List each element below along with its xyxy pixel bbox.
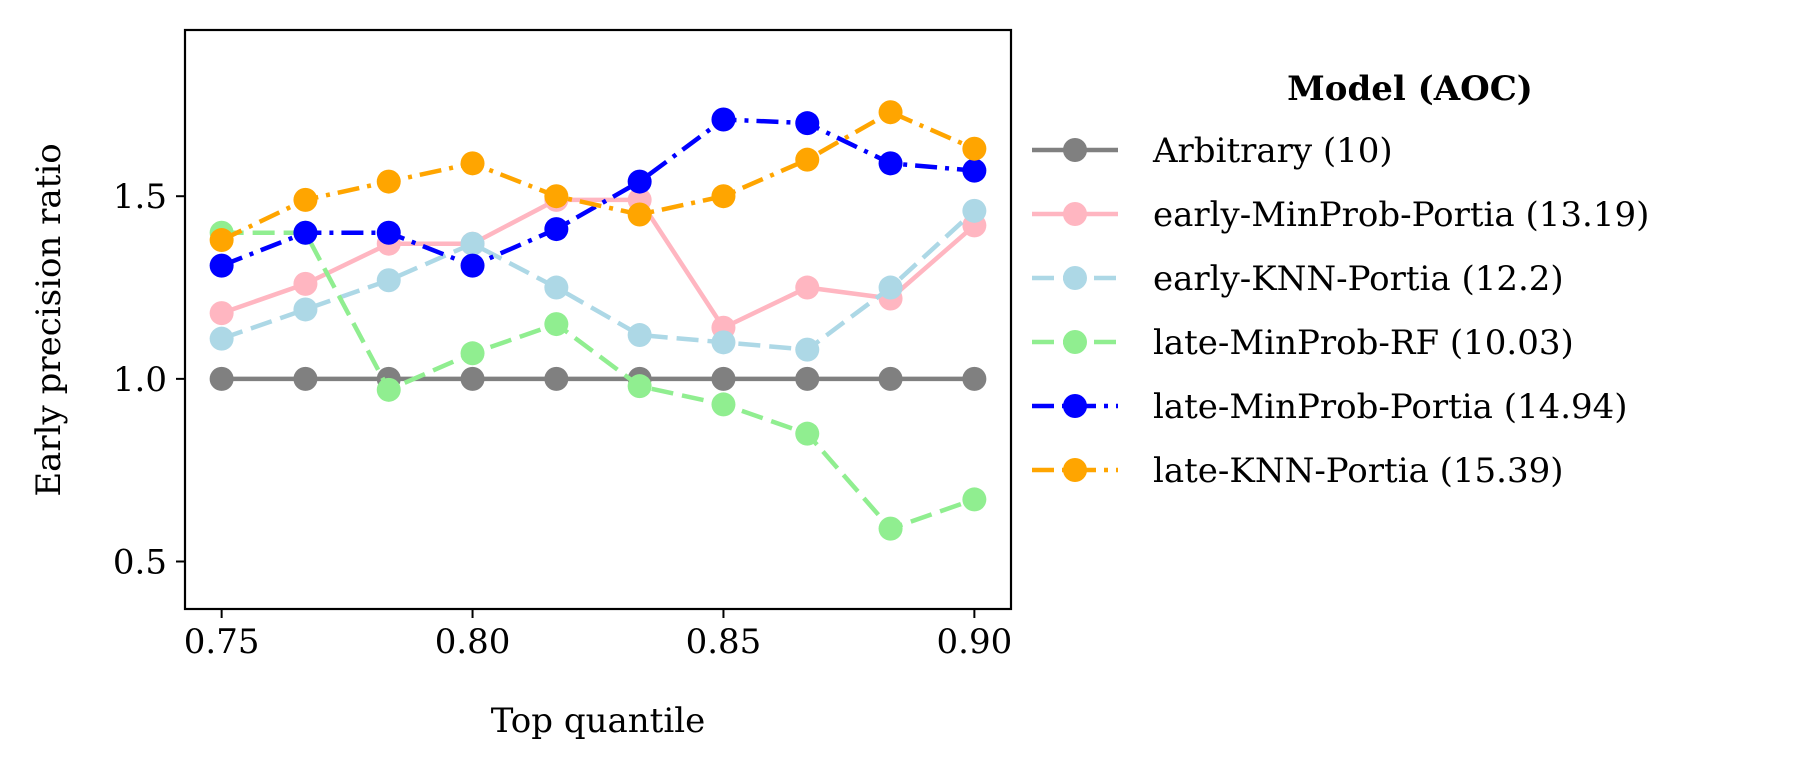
data-point — [293, 220, 318, 245]
data-point — [209, 366, 234, 391]
y-axis-ticks: 0.5 1.0 1.5 — [113, 177, 185, 583]
x-tick-label: 0.80 — [435, 622, 511, 662]
data-point — [878, 151, 903, 176]
series-5 — [209, 100, 987, 253]
data-point — [376, 169, 401, 194]
series-line — [221, 230, 976, 531]
x-axis-label: Top quantile — [491, 701, 705, 741]
data-point — [711, 366, 736, 391]
data-point — [627, 323, 652, 348]
x-tick-label: 0.85 — [686, 622, 762, 662]
legend-swatch-marker — [1063, 394, 1087, 418]
data-point — [878, 275, 903, 300]
series-4 — [209, 107, 987, 278]
data-point — [711, 107, 736, 132]
data-point — [795, 337, 820, 362]
data-point — [460, 341, 485, 366]
data-point — [460, 231, 485, 256]
data-point — [962, 366, 987, 391]
legend-swatch-marker — [1063, 458, 1087, 482]
legend-label: late-MinProb-Portia (14.94) — [1153, 387, 1628, 427]
data-point — [460, 253, 485, 278]
data-point — [460, 366, 485, 391]
data-point — [293, 297, 318, 322]
legend-entries: Arbitrary (10) early-MinProb-Portia (13.1… — [1032, 131, 1649, 491]
legend-label: early-MinProb-Portia (13.19) — [1153, 195, 1649, 235]
data-point — [376, 220, 401, 245]
data-point — [209, 228, 234, 253]
data-point — [878, 516, 903, 541]
data-point — [878, 366, 903, 391]
series-line — [220, 197, 976, 330]
y-axis-label: Early precision ratio — [29, 143, 69, 496]
series-0 — [209, 366, 987, 391]
data-point — [627, 374, 652, 399]
data-point — [962, 487, 987, 512]
y-tick-label: 1.0 — [113, 360, 167, 400]
data-point — [544, 366, 569, 391]
data-point — [795, 275, 820, 300]
series-line — [220, 117, 975, 268]
series-line — [220, 209, 976, 352]
data-point — [544, 312, 569, 337]
plot-frame — [183, 28, 1013, 611]
legend-swatch-marker — [1063, 138, 1087, 162]
legend-swatch-marker — [1063, 202, 1087, 226]
data-point — [795, 147, 820, 172]
x-axis-ticks: 0.75 0.80 0.85 0.90 — [184, 609, 1012, 662]
legend-label: late-KNN-Portia (15.39) — [1153, 451, 1564, 491]
data-point — [878, 100, 903, 125]
data-point — [962, 158, 987, 183]
legend-label: late-MinProb-RF (10.03) — [1153, 323, 1574, 363]
legend-label: Arbitrary (10) — [1152, 131, 1393, 171]
data-point — [293, 187, 318, 212]
data-point — [209, 253, 234, 278]
y-tick-label: 1.5 — [113, 177, 167, 217]
data-point — [544, 184, 569, 209]
data-point — [795, 366, 820, 391]
legend-entry: Arbitrary (10) — [1032, 131, 1393, 171]
data-point — [795, 421, 820, 446]
data-point — [544, 217, 569, 242]
data-point — [962, 136, 987, 161]
series-2 — [209, 198, 987, 362]
data-point — [376, 268, 401, 293]
legend-entry: early-KNN-Portia (12.2) — [1032, 259, 1564, 299]
data-point — [795, 111, 820, 136]
legend-swatch-marker — [1063, 330, 1087, 354]
series-line — [220, 109, 976, 243]
legend-entry: late-KNN-Portia (15.39) — [1032, 451, 1564, 491]
series-layer — [209, 100, 987, 541]
data-point — [711, 330, 736, 355]
data-point — [209, 301, 234, 326]
data-point — [293, 271, 318, 296]
data-point — [711, 184, 736, 209]
data-point — [544, 275, 569, 300]
legend-entry: early-MinProb-Portia (13.19) — [1032, 195, 1649, 235]
series-1 — [209, 187, 987, 340]
x-tick-label: 0.75 — [184, 622, 260, 662]
data-point — [293, 366, 318, 391]
data-point — [209, 326, 234, 351]
legend-swatch-marker — [1063, 266, 1087, 290]
x-tick-label: 0.90 — [937, 622, 1013, 662]
data-point — [711, 392, 736, 417]
data-point — [376, 377, 401, 402]
legend-entry: late-MinProb-Portia (14.94) — [1032, 387, 1628, 427]
data-point — [962, 198, 987, 223]
data-point — [627, 202, 652, 227]
legend: Model (AOC) Arbitrary (10) early-MinProb-… — [1032, 69, 1649, 491]
legend-label: early-KNN-Portia (12.2) — [1153, 259, 1564, 299]
data-point — [627, 169, 652, 194]
legend-title: Model (AOC) — [1287, 69, 1533, 109]
plot-area: 0.75 0.80 0.85 0.90 0.5 1.0 1.5 — [113, 28, 1013, 662]
y-tick-label: 0.5 — [113, 543, 167, 583]
legend-entry: late-MinProb-RF (10.03) — [1032, 323, 1574, 363]
data-point — [460, 151, 485, 176]
